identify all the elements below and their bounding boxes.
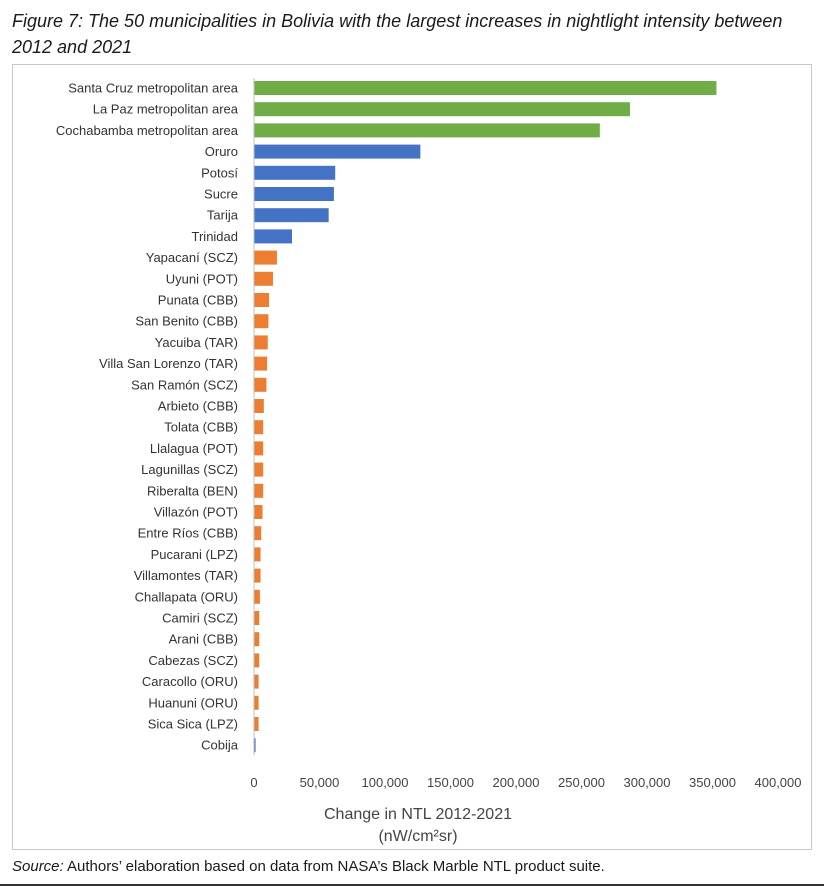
x-tick-label: 150,000 — [427, 775, 474, 790]
x-tick-label: 0 — [250, 775, 257, 790]
category-label: Riberalta (BEN) — [147, 483, 238, 498]
bar — [254, 717, 259, 731]
category-label: Sica Sica (LPZ) — [148, 717, 238, 732]
bar — [254, 695, 259, 710]
bar — [254, 632, 260, 647]
category-label: Villazón (POT) — [154, 505, 238, 520]
source-note: Source: Authors’ elaboration based on da… — [12, 858, 605, 875]
chart-frame: Santa Cruz metropolitan area La Paz metro… — [12, 64, 812, 850]
bar — [254, 335, 268, 350]
x-tick-label: 100,000 — [362, 775, 409, 790]
category-label: Potosí — [201, 165, 238, 180]
x-tick-label: 400,000 — [755, 775, 802, 790]
bar — [254, 165, 336, 180]
bar — [254, 505, 263, 519]
bar — [254, 483, 264, 498]
category-label: Arbieto (CBB) — [158, 399, 238, 414]
bar — [254, 293, 270, 307]
category-labels: Santa Cruz metropolitan area La Paz metro… — [56, 81, 239, 753]
category-label: Camiri (SCZ) — [162, 611, 238, 626]
category-label: Yapacaní (SCZ) — [146, 250, 238, 265]
source-label: Source: — [12, 858, 64, 875]
x-tick-labels: 0 50,000 100,000 150,000 200,000 250,000 300,0… — [250, 775, 801, 790]
bar — [254, 420, 264, 435]
bottom-rule — [0, 884, 824, 886]
bar — [254, 314, 269, 329]
bar — [254, 208, 329, 223]
category-label: Trinidad — [192, 229, 238, 244]
category-label: Challapata (ORU) — [135, 589, 238, 604]
x-tick-label: 350,000 — [689, 775, 736, 790]
category-label: Villa San Lorenzo (TAR) — [99, 356, 238, 371]
bar — [254, 81, 717, 95]
bar-chart: Santa Cruz metropolitan area La Paz metro… — [56, 78, 802, 845]
category-label: Lagunillas (SCZ) — [141, 462, 238, 477]
bar — [254, 547, 261, 562]
category-label: Santa Cruz metropolitan area — [68, 81, 239, 96]
category-label: Yacuiba (TAR) — [155, 335, 238, 350]
bar — [254, 526, 262, 541]
bar — [254, 250, 277, 265]
bar — [254, 589, 260, 604]
bar — [254, 144, 421, 159]
category-label: Sucre — [204, 187, 238, 202]
x-axis-unit: (nW/cm²sr) — [378, 828, 457, 845]
x-tick-label: 50,000 — [300, 775, 340, 790]
category-label: Entre Ríos (CBB) — [138, 526, 238, 541]
category-label: Cobija — [201, 738, 239, 753]
category-label: Cochabamba metropolitan area — [56, 123, 239, 138]
bar — [254, 399, 264, 413]
x-axis-title: Change in NTL 2012-2021 — [324, 806, 512, 823]
x-tick-label: 200,000 — [493, 775, 540, 790]
bars-layer — [254, 81, 717, 753]
category-label: San Benito (CBB) — [135, 314, 238, 329]
category-label: Llalagua (POT) — [150, 441, 238, 456]
bar — [254, 102, 630, 117]
bar — [254, 377, 267, 392]
category-label: Punata (CBB) — [158, 293, 238, 308]
category-label: Uyuni (POT) — [166, 271, 238, 286]
bar — [254, 187, 334, 201]
bar — [254, 123, 600, 138]
bar — [254, 356, 268, 371]
bar — [254, 441, 264, 456]
category-label: Villamontes (TAR) — [134, 568, 238, 583]
category-label: Tolata (CBB) — [164, 420, 238, 435]
figure-caption: Figure 7: The 50 municipalities in Boliv… — [12, 11, 783, 57]
bar — [254, 653, 260, 668]
bar — [254, 229, 292, 244]
category-label: Arani (CBB) — [169, 632, 238, 647]
category-label: Tarija — [207, 208, 239, 223]
category-label: Oruro — [205, 144, 238, 159]
x-tick-label: 300,000 — [624, 775, 671, 790]
category-label: La Paz metropolitan area — [93, 102, 239, 117]
bar — [254, 674, 259, 689]
bar — [254, 738, 256, 753]
source-text: Authors’ elaboration based on data from … — [63, 858, 605, 875]
bar — [254, 568, 261, 583]
category-label: Cabezas (SCZ) — [148, 653, 238, 668]
x-tick-label: 250,000 — [558, 775, 605, 790]
category-label: Huanuni (ORU) — [148, 695, 238, 710]
category-label: Pucarani (LPZ) — [151, 547, 238, 562]
bar — [254, 462, 264, 477]
category-label: Caracollo (ORU) — [142, 674, 238, 689]
category-label: San Ramón (SCZ) — [131, 377, 238, 392]
bar — [254, 271, 273, 286]
bar — [254, 611, 260, 625]
